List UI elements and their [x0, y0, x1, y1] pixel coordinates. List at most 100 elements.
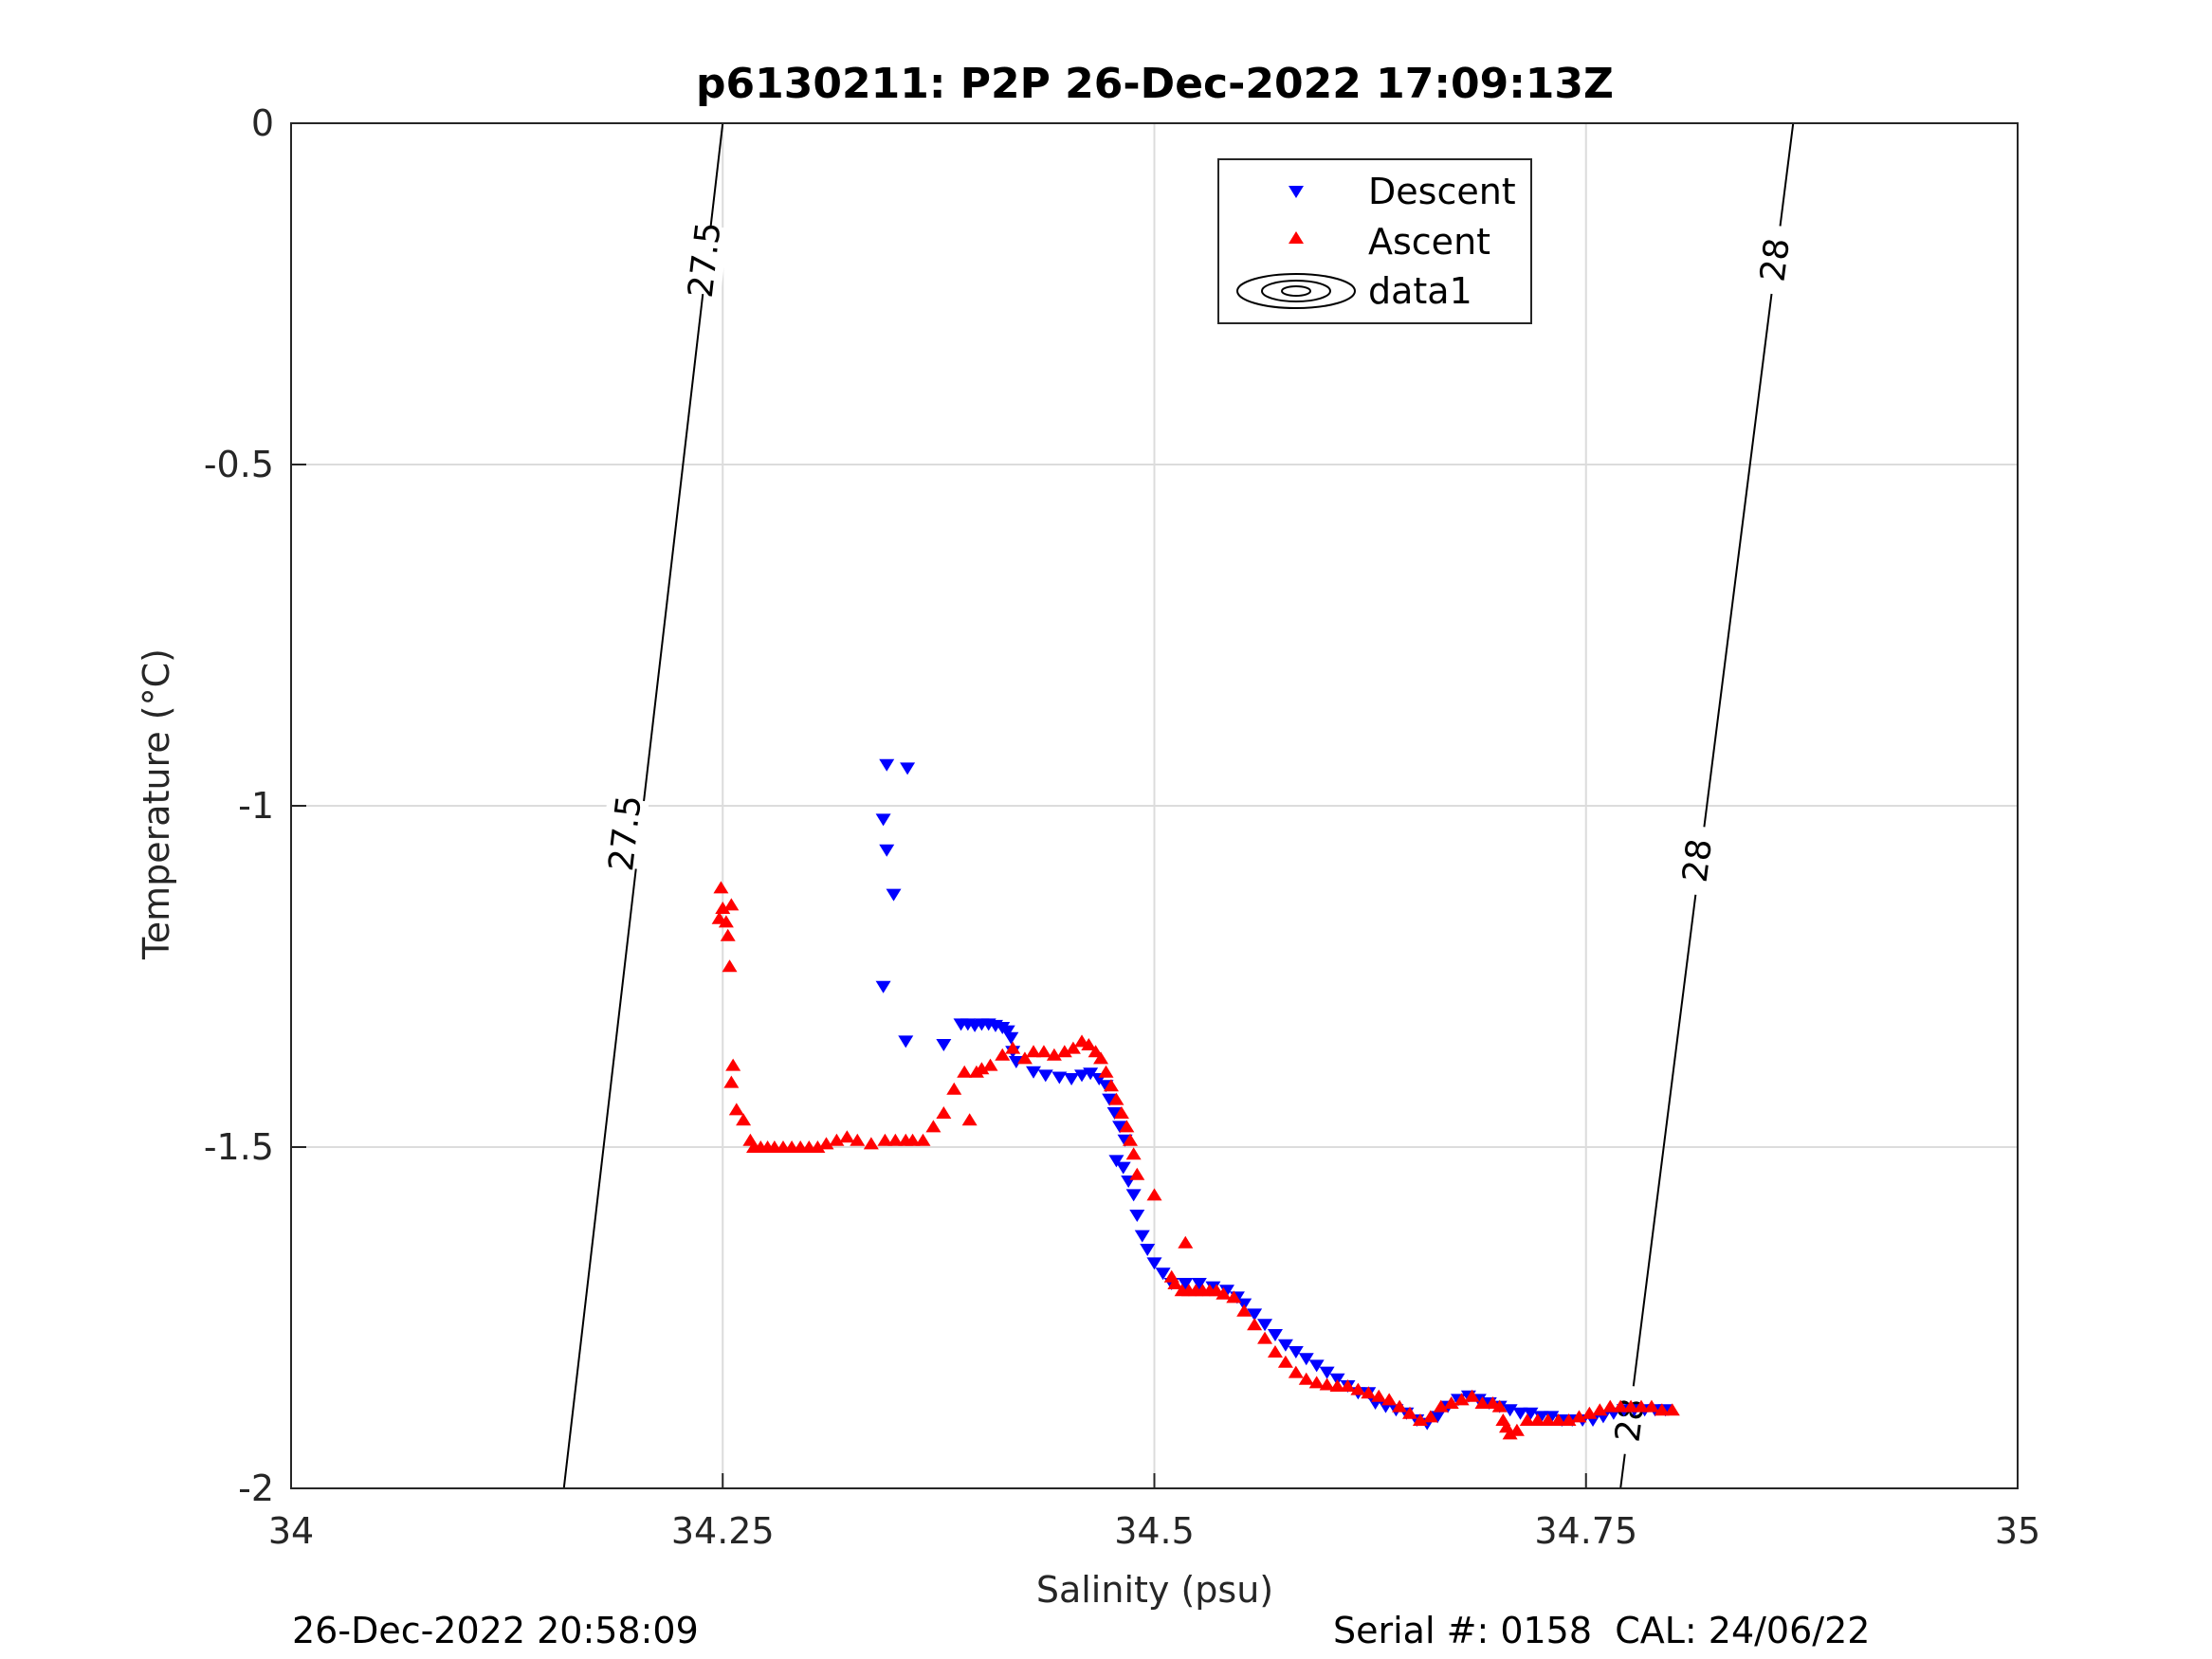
- ascent-point: [1350, 1382, 1366, 1395]
- legend: Descent Ascent data1: [1217, 158, 1532, 324]
- descent-point: [1003, 1031, 1019, 1045]
- descent-point: [1523, 1407, 1539, 1420]
- isopycnal-label: 27.5: [682, 220, 729, 300]
- descent-point: [1178, 1278, 1194, 1290]
- ascent-point: [810, 1140, 826, 1153]
- ascent-point: [1371, 1389, 1387, 1402]
- descent-point: [1502, 1404, 1518, 1417]
- ascent-point: [728, 1103, 744, 1116]
- ascent-point: [1026, 1045, 1042, 1058]
- descent-series: [875, 758, 1673, 1431]
- descent-point: [1267, 1329, 1283, 1341]
- descent-point: [1102, 1093, 1118, 1106]
- x-axis-ticks: 34 34.25 34.5 34.75 35: [268, 1473, 2040, 1552]
- ascent-point: [720, 928, 736, 941]
- isopycnal-label-gap: [1671, 824, 1722, 898]
- descent-point: [1155, 1267, 1171, 1281]
- ascent-point: [1329, 1379, 1345, 1392]
- ascent-point: [1146, 1188, 1162, 1201]
- ascent-point: [1056, 1045, 1072, 1058]
- ascent-point: [1098, 1065, 1114, 1078]
- ascent-point: [1519, 1413, 1535, 1426]
- ascent-point: [1529, 1413, 1545, 1426]
- descent-point: [1134, 1230, 1150, 1243]
- ascent-point: [725, 1058, 741, 1071]
- ascent-point: [1178, 1235, 1194, 1249]
- ascent-point: [1046, 1048, 1062, 1061]
- footer-timestamp: 26-Dec-2022 20:58:09: [292, 1610, 699, 1651]
- x-tick-label: 34.75: [1534, 1510, 1637, 1552]
- isopycnal-label: 27.5: [602, 793, 649, 873]
- ascent-point: [1035, 1045, 1051, 1058]
- ascent-point: [982, 1058, 998, 1071]
- ascent-point: [1412, 1413, 1428, 1426]
- ascent-point: [1502, 1427, 1518, 1440]
- descent-point: [1026, 1066, 1042, 1079]
- ascent-point: [957, 1065, 973, 1078]
- legend-data1-label: data1: [1368, 270, 1472, 312]
- descent-point: [1115, 1161, 1131, 1175]
- ascent-point: [1422, 1410, 1438, 1423]
- ascent-point: [1453, 1393, 1470, 1406]
- descent-point: [1074, 1069, 1090, 1083]
- ascent-point: [1081, 1038, 1097, 1050]
- descent-point: [1319, 1366, 1335, 1379]
- descent-point: [1106, 1107, 1123, 1120]
- descent-point: [875, 813, 891, 827]
- ascent-point: [905, 1133, 921, 1146]
- descent-point: [1247, 1308, 1263, 1322]
- chart-title: p6130211: P2P 26-Dec-2022 17:09:13Z: [696, 60, 1614, 108]
- x-tick-label: 34.5: [1114, 1510, 1195, 1552]
- descent-point: [1298, 1353, 1314, 1366]
- descent-point: [1083, 1067, 1099, 1081]
- ascent-point: [936, 1106, 952, 1119]
- legend-descent-label: Descent: [1368, 171, 1516, 212]
- descent-point: [1277, 1339, 1293, 1352]
- descent-point: [879, 758, 895, 772]
- ascent-point: [1613, 1399, 1629, 1413]
- descent-point: [1308, 1359, 1325, 1373]
- ascent-point: [1402, 1406, 1418, 1419]
- ascent-point: [1247, 1318, 1263, 1331]
- footer-serial-calibration: Serial #: 0158 CAL: 24/06/22: [1333, 1610, 1871, 1651]
- descent-point: [1146, 1257, 1162, 1270]
- ascent-point: [1491, 1399, 1508, 1413]
- ascent-point: [1108, 1092, 1124, 1105]
- ascent-point: [1392, 1399, 1408, 1413]
- ascent-point: [1298, 1372, 1314, 1385]
- ascent-point: [1540, 1413, 1556, 1426]
- x-tick-label: 34: [268, 1510, 314, 1552]
- ascent-point: [713, 881, 729, 894]
- ascent-point: [946, 1082, 962, 1095]
- legend-contour-icon: [1236, 273, 1356, 309]
- ascent-point: [1125, 1147, 1142, 1160]
- ascent-point: [1113, 1106, 1129, 1119]
- ascent-point: [1634, 1399, 1650, 1413]
- y-tick-label: 0: [251, 102, 274, 144]
- descent-point: [886, 888, 902, 902]
- descent-point: [1129, 1210, 1145, 1222]
- descent-point: [1191, 1278, 1207, 1290]
- isopycnal-label-gap: [599, 796, 649, 870]
- ascent-point: [1123, 1133, 1139, 1146]
- ascent-point: [1340, 1379, 1356, 1392]
- ascent-point: [723, 1075, 740, 1088]
- descent-point: [1257, 1319, 1273, 1332]
- x-tick-label: 35: [1995, 1510, 2040, 1552]
- legend-box: [1217, 158, 1532, 324]
- y-tick-label: -1: [238, 785, 274, 827]
- isopycnal-label-gap: [679, 223, 729, 297]
- descent-point: [1288, 1346, 1304, 1358]
- ascent-point: [1257, 1331, 1273, 1344]
- descent-point: [1051, 1071, 1068, 1085]
- ascent-point: [1065, 1041, 1081, 1054]
- descent-point: [1064, 1073, 1080, 1085]
- ascent-point: [1093, 1051, 1109, 1065]
- y-tick-label: -0.5: [204, 444, 274, 485]
- isopycnal-label-gap: [1748, 223, 1800, 297]
- legend-ascent-label: Ascent: [1368, 221, 1490, 263]
- descent-point: [1512, 1407, 1528, 1420]
- legend-descent-marker: [1289, 186, 1304, 198]
